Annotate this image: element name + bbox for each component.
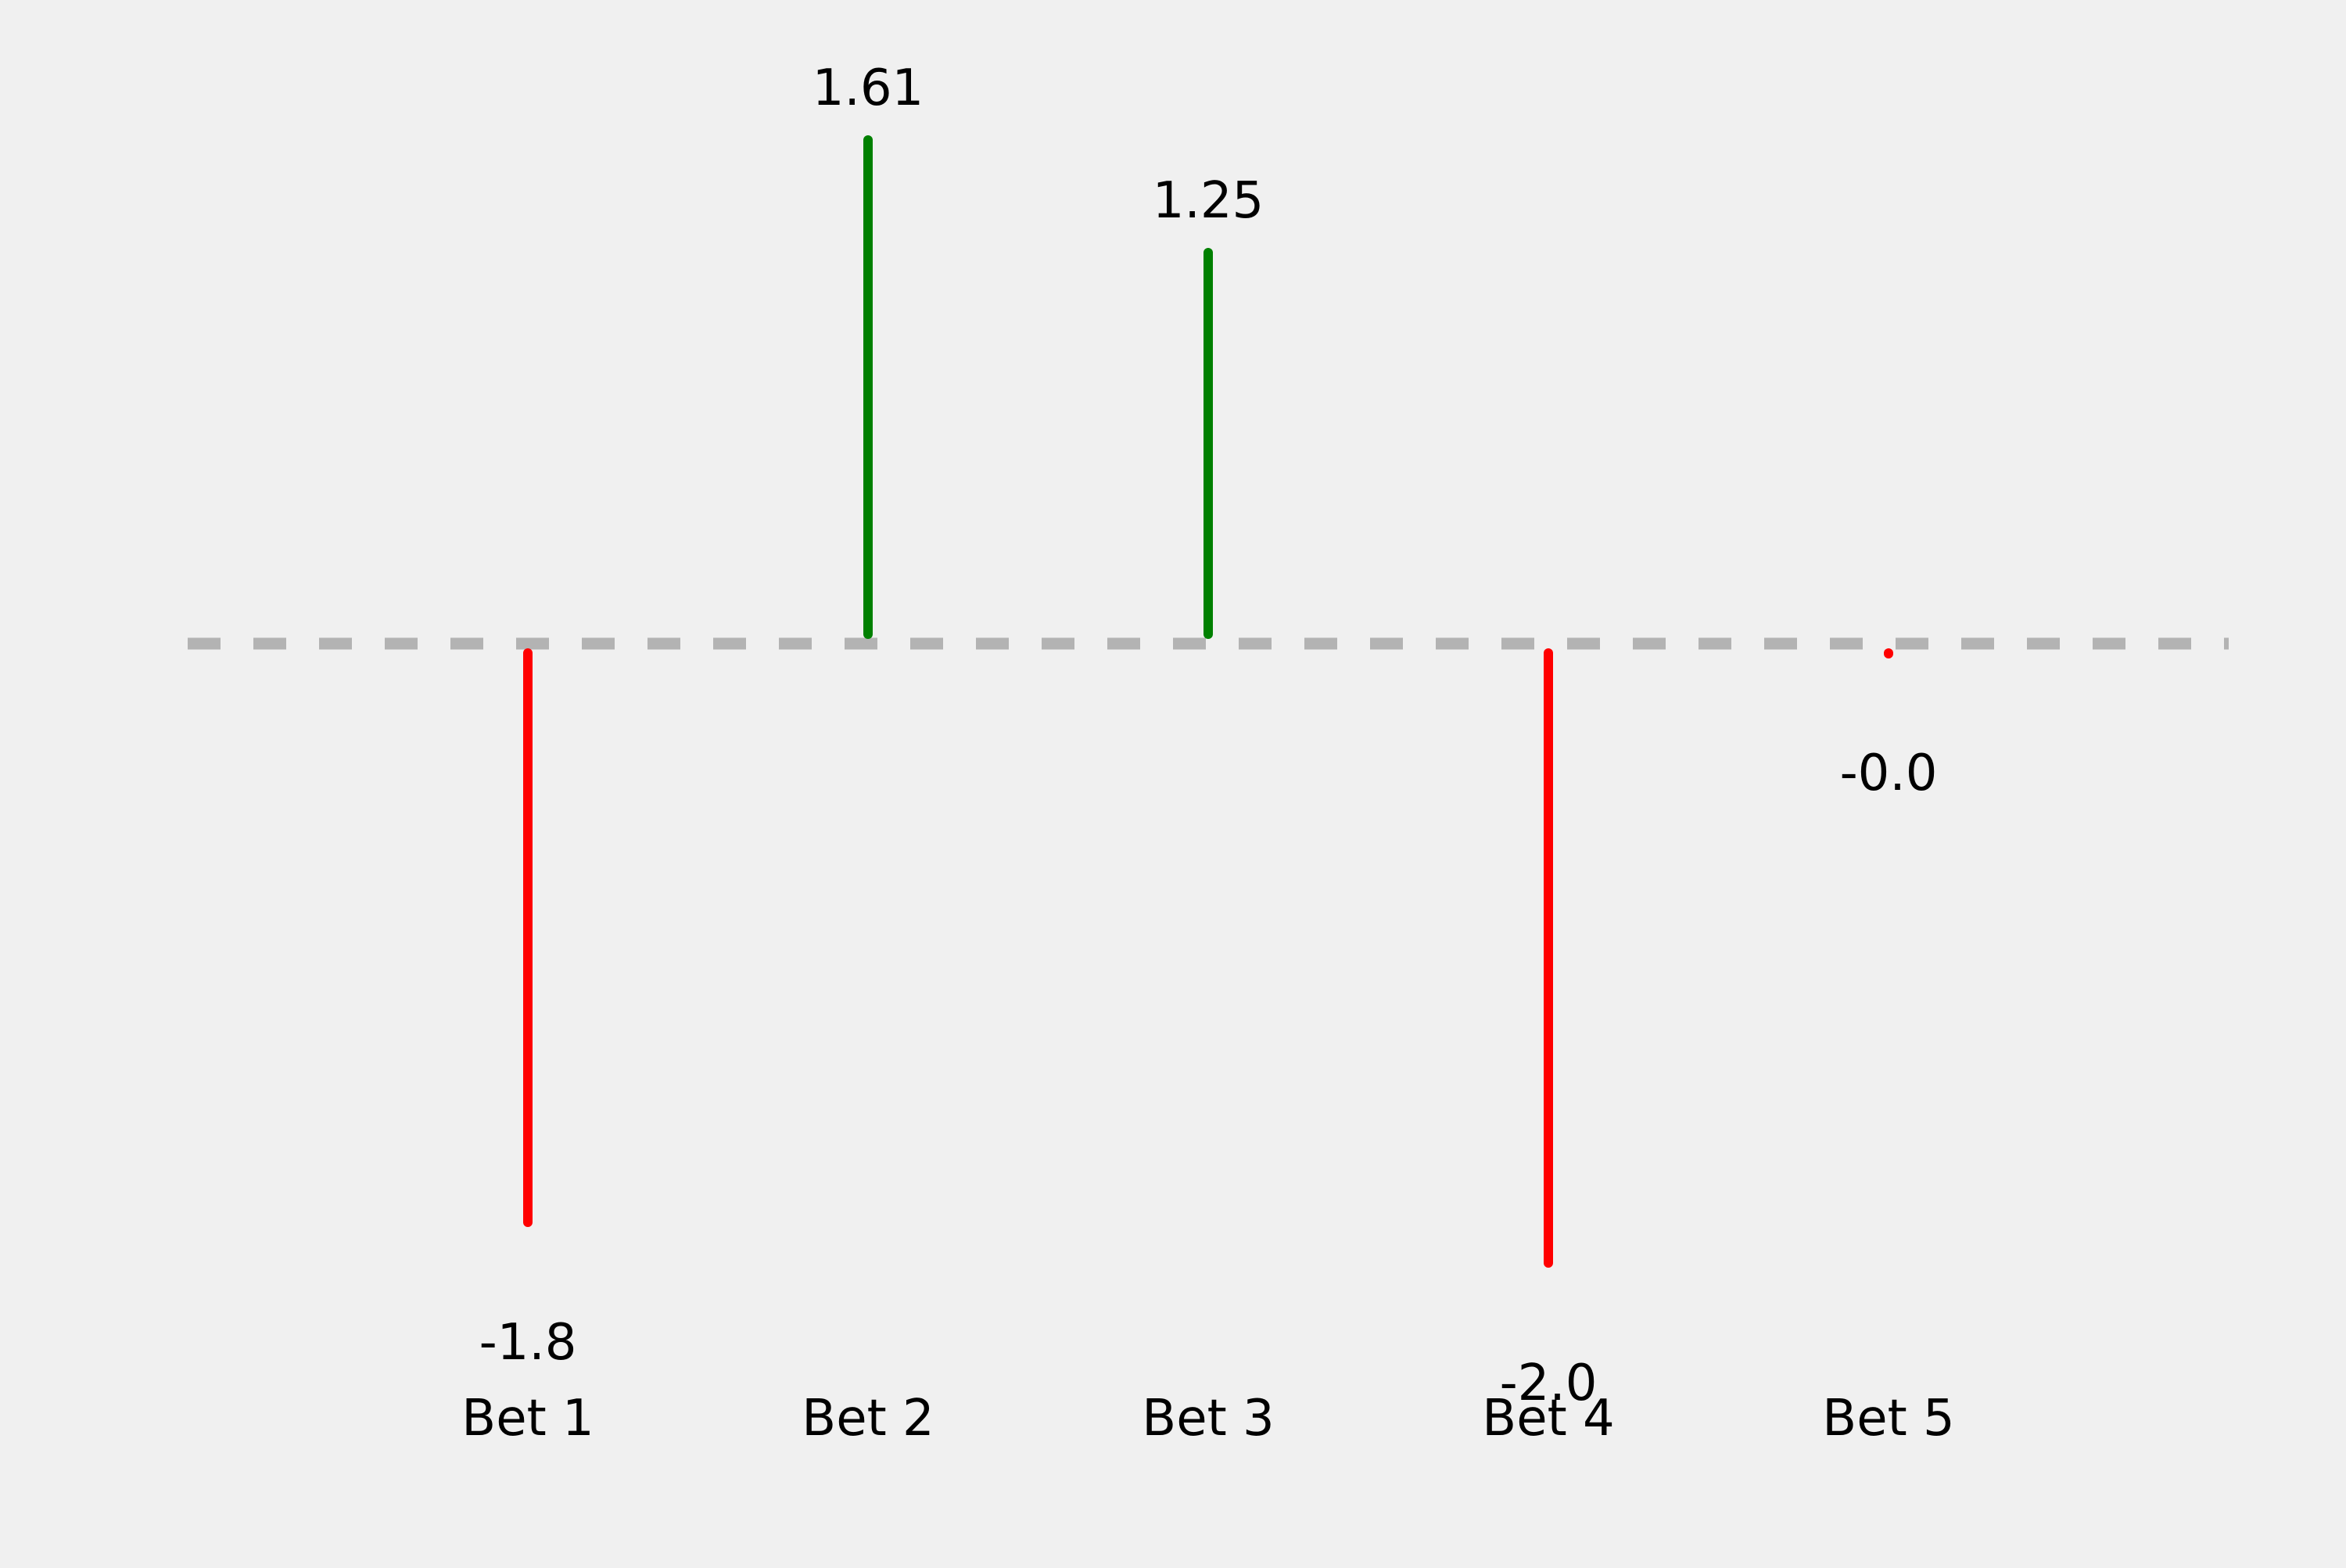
tick-labels-layer: Bet 1 Bet 2 Bet 3 Bet 4 Bet 5 bbox=[461, 1390, 1954, 1448]
value-label-bet-3: 1.25 bbox=[1153, 172, 1264, 230]
value-labels-layer: -1.8 1.61 1.25 -2.0 -0.0 bbox=[479, 59, 1938, 1412]
tick-label-bet-5: Bet 5 bbox=[1822, 1390, 1954, 1448]
value-label-bet-2: 1.61 bbox=[812, 59, 924, 117]
tick-label-bet-2: Bet 2 bbox=[802, 1390, 934, 1448]
tick-label-bet-4: Bet 4 bbox=[1482, 1390, 1614, 1448]
value-label-bet-5: -0.0 bbox=[1840, 745, 1938, 802]
value-label-bet-1: -1.8 bbox=[479, 1314, 577, 1372]
tick-label-bet-3: Bet 3 bbox=[1142, 1390, 1274, 1448]
value-label-bet-4: -2.0 bbox=[1500, 1355, 1598, 1412]
bars-layer bbox=[523, 135, 1893, 1268]
tick-label-bet-1: Bet 1 bbox=[461, 1390, 594, 1448]
